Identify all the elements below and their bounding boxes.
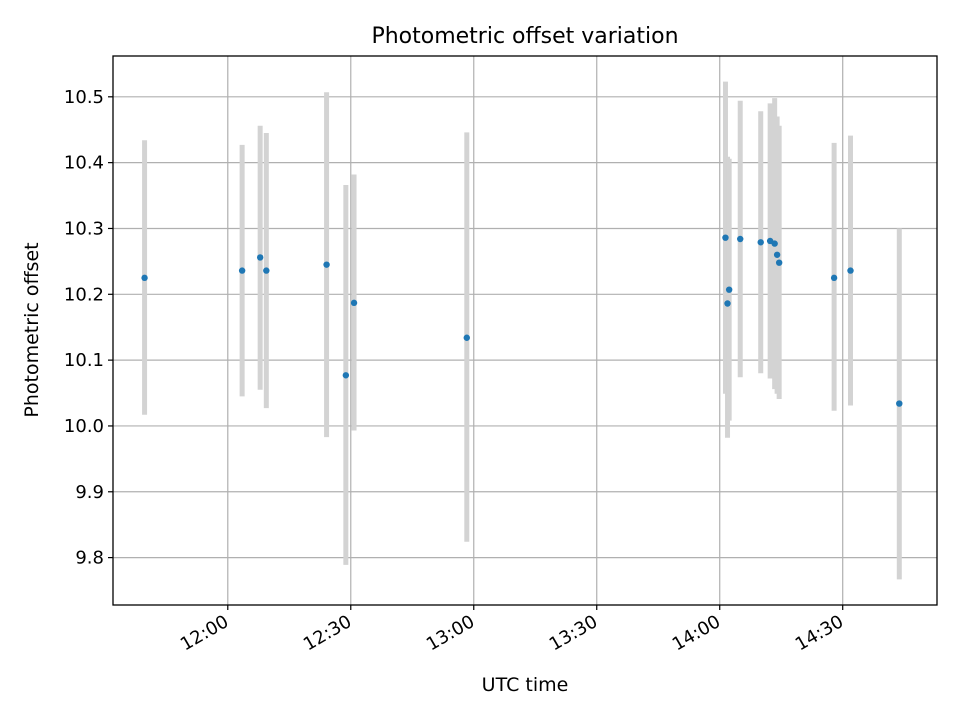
data-point <box>830 274 838 282</box>
data-point <box>724 300 731 307</box>
data-point <box>896 400 903 407</box>
data-point <box>263 267 270 274</box>
data-point <box>737 235 744 243</box>
chart-title: Photometric offset variation <box>371 24 678 49</box>
data-point <box>771 240 778 247</box>
y-tick-label: 10.4 <box>64 153 104 174</box>
y-axis-label: Photometric offset <box>21 242 43 417</box>
data-point <box>722 234 729 241</box>
plot-frame <box>112 55 938 606</box>
y-tick-label: 10.0 <box>64 416 104 437</box>
data-point <box>350 299 358 307</box>
data-point <box>141 274 148 282</box>
data-point <box>342 372 350 379</box>
y-tick-label: 10.2 <box>64 284 104 305</box>
y-tick-label: 10.5 <box>64 87 104 108</box>
data-point <box>463 334 470 341</box>
data-points <box>141 234 903 407</box>
data-point <box>256 254 264 261</box>
y-tick-label: 10.1 <box>64 350 104 371</box>
grid <box>113 56 937 605</box>
data-point <box>773 251 781 258</box>
data-point <box>847 267 854 274</box>
y-axis-ticks: 9.8 9.9 10.0 10.1 10.2 10.3 10.4 10.5 <box>64 87 113 569</box>
data-point <box>238 267 246 274</box>
y-tick-label: 9.9 <box>75 482 104 503</box>
data-point <box>775 259 783 266</box>
data-point <box>323 261 330 268</box>
y-tick-label: 9.8 <box>75 548 104 569</box>
data-point <box>757 239 764 246</box>
data-point <box>725 286 733 293</box>
x-axis-label: UTC time <box>482 674 569 696</box>
y-tick-label: 10.3 <box>64 218 104 239</box>
